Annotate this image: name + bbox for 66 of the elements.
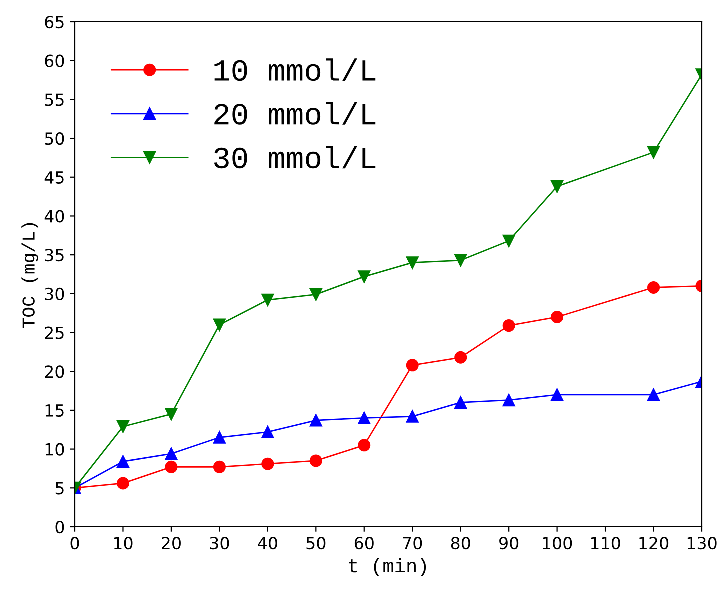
point <box>454 254 468 267</box>
y-tick-label: 10 <box>46 443 64 456</box>
x-tick-label: 90 <box>500 537 519 550</box>
point <box>454 396 468 409</box>
x-tick-label: 130 <box>688 537 717 550</box>
point <box>165 448 178 460</box>
point <box>648 146 660 159</box>
point <box>358 270 371 284</box>
point <box>262 294 274 306</box>
point <box>165 408 178 421</box>
point <box>116 477 130 490</box>
y-tick-label: 30 <box>45 288 64 300</box>
x-axis-title: t (min) <box>349 558 426 577</box>
y-tick-label: 15 <box>46 404 64 418</box>
x-tick-label: 60 <box>354 537 374 550</box>
point <box>406 256 419 270</box>
y-tick-label: 5 <box>56 482 64 495</box>
y-tick-label: 55 <box>45 94 64 106</box>
x-tick-label: 80 <box>451 537 470 550</box>
point <box>116 420 130 434</box>
x-tick-label: 10 <box>114 537 133 550</box>
y-tick-label: 45 <box>44 172 64 184</box>
point <box>502 234 516 248</box>
x-tick-label: 120 <box>640 537 669 550</box>
y-tick-label: 60 <box>45 54 64 68</box>
point <box>116 455 130 468</box>
x-tick-label: 110 <box>591 537 620 550</box>
point <box>502 320 516 332</box>
y-tick-label: 50 <box>45 132 64 146</box>
point <box>551 388 564 402</box>
point <box>213 460 226 474</box>
y-tick-label: 25 <box>45 326 64 340</box>
x-tick-label: 30 <box>210 537 230 550</box>
point <box>551 180 564 193</box>
point <box>502 394 516 407</box>
point <box>551 310 564 324</box>
point <box>310 454 322 468</box>
point <box>310 414 322 427</box>
legend-label: 20 mmol/L <box>214 102 376 125</box>
point <box>406 359 419 372</box>
point <box>213 431 226 444</box>
y-tick-label: 35 <box>45 249 64 262</box>
x-tick-label: 100 <box>543 537 572 550</box>
point <box>262 458 274 470</box>
y-tick-label: 40 <box>44 210 64 223</box>
point <box>454 351 468 364</box>
y-tick-label: 0 <box>56 520 64 534</box>
y-tick-label: 20 <box>45 366 64 378</box>
x-tick-label: 0 <box>70 537 80 550</box>
y-axis-title: TOC (mg/L) <box>22 223 39 328</box>
legend-label: 10 mmol/L <box>214 58 376 82</box>
point <box>648 281 660 294</box>
point <box>213 318 226 332</box>
x-tick-label: 40 <box>258 537 278 550</box>
point <box>406 410 419 423</box>
y-tick-label: 65 <box>45 16 64 29</box>
x-tick-label: 50 <box>306 537 326 550</box>
x-tick-label: 70 <box>403 537 422 550</box>
point <box>358 439 371 452</box>
point <box>262 426 274 438</box>
legend-label: 30 mmol/L <box>214 146 376 169</box>
point <box>165 460 178 474</box>
point <box>358 412 371 424</box>
point <box>310 288 322 301</box>
point <box>648 388 660 402</box>
x-tick-label: 20 <box>162 537 181 550</box>
